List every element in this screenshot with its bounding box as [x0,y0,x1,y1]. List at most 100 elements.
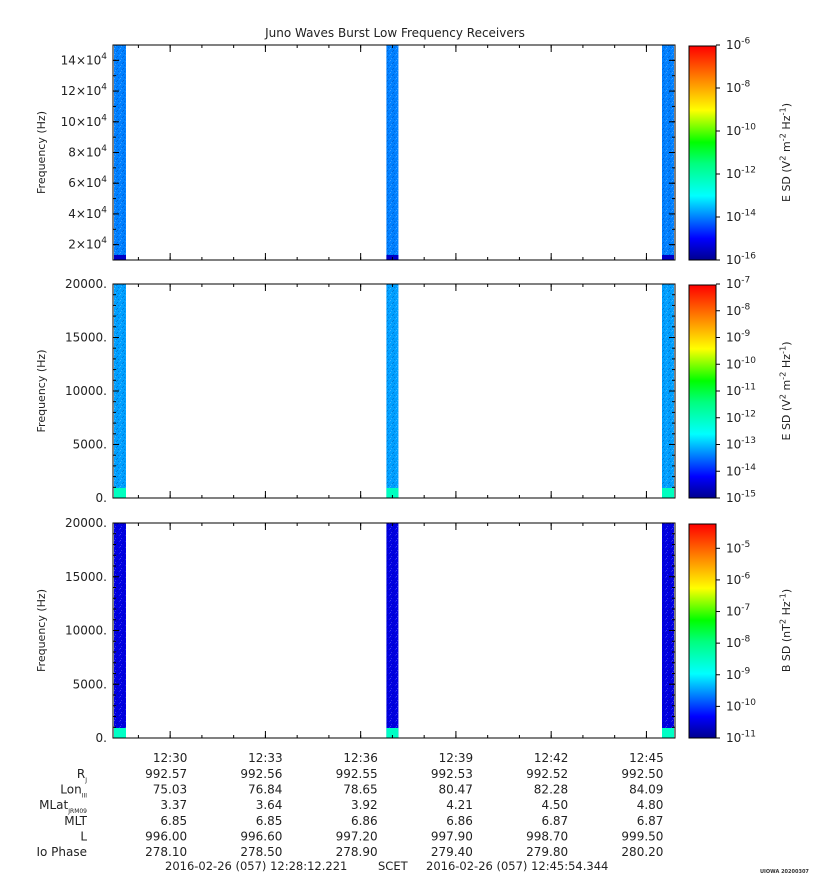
colorbar-tick-label: 10-9 [726,329,751,344]
ephemeris-value: 6.87 [541,814,568,828]
y-tick-label: 10000. [65,624,107,638]
burst-low-band [662,255,674,260]
y-axis-label: Frequency (Hz) [35,111,48,194]
colorbar-label: E SD (V2 m-2 Hz-1) [778,103,793,202]
ephemeris-value: 3.92 [351,798,378,812]
ephemeris-value: 6.86 [446,814,473,828]
ephemeris-value: 997.20 [336,829,378,843]
colorbar-tick-label: 10-7 [726,603,750,618]
ephemeris-value: 4.50 [541,798,568,812]
colorbar-tick-label: 10-13 [726,436,756,451]
colorbar-tick-label: 10-16 [726,252,756,267]
footer-start-time: 2016-02-26 (057) 12:28:12.221 [165,859,347,873]
ephemeris-value: 999.50 [621,829,663,843]
y-tick-label: 20000. [65,516,107,530]
time-axis: 12:30 12:33 12:36 12:39 12:42 12:45 [153,751,664,765]
panel-lf-magnetic: 0. 5000. 10000. 15000. 20000. Frequency (Hz) 1… [35,516,793,745]
ephemeris-value: 992.55 [336,767,378,781]
colorbar [688,284,717,499]
time-tick-label: 12:33 [248,751,283,765]
burst-low-band [662,728,674,738]
panel-hf-electric: 2×104 4×104 6×104 8×104 10×104 12×104 14×104 Fr… [35,37,793,267]
ephemeris-value: 4.80 [637,798,664,812]
ephemeris-value: 3.64 [256,798,283,812]
ephemeris-value: 992.50 [621,767,663,781]
ephemeris-value: 84.09 [629,783,663,797]
burst-texture [386,284,399,498]
footer-end-time: 2016-02-26 (057) 12:45:54.344 [426,859,608,873]
ephemeris-row-label: L [80,829,87,843]
burst-low-band [386,728,399,738]
ephemeris-row-label: Io Phase [36,845,87,859]
burst-texture [386,45,399,260]
colorbar [688,523,717,739]
burst-low-band [114,255,126,260]
colorbar-tick-label: 10-6 [726,37,751,52]
ephemeris-value: 80.47 [439,783,473,797]
colorbar-tick-label: 10-9 [726,666,751,681]
burst-2 [386,523,399,738]
colorbar-tick-label: 10-11 [726,730,756,745]
colorbar-tick-label: 10-10 [726,698,756,713]
y-tick-label: 10000. [65,384,107,398]
colorbar-tick-label: 10-10 [726,123,756,138]
colorbar-label: E SD (V2 m-2 Hz-1) [778,342,793,441]
y-tick-label: 14×104 [61,52,108,67]
ephemeris-value: 996.60 [240,829,282,843]
ephemeris-value: 278.90 [336,845,378,859]
ephemeris-value: 992.57 [145,767,187,781]
burst-low-band [114,488,126,498]
ephemeris-table: RJ 992.57 992.56 992.55 992.53 992.52 992.50 Lo… [36,767,663,859]
colorbar-tick-label: 10-5 [726,540,750,555]
y-tick-label: 15000. [65,331,107,345]
ephemeris-value: 78.65 [343,783,377,797]
ephemeris-value: 278.10 [145,845,187,859]
burst-texture [386,523,399,738]
ephemeris-row-label: MLatJRM09 [39,798,87,815]
burst-3 [662,45,674,260]
y-tick-label: 6×104 [68,175,107,190]
colorbar-tick-label: 10-11 [726,383,756,398]
colorbar-tick-label: 10-8 [726,635,751,650]
ephemeris-value: 997.90 [431,829,473,843]
ephemeris-value: 998.70 [526,829,568,843]
ephemeris-row-label: MLT [64,814,87,828]
ephemeris-value: 6.85 [256,814,283,828]
ephemeris-value: 76.84 [248,783,282,797]
colorbar-tick-label: 10-12 [726,166,756,181]
colorbar-tick-label: 10-8 [726,80,751,95]
time-tick-label: 12:30 [153,751,188,765]
y-tick-label: 2×104 [68,236,107,251]
ephemeris-value: 3.37 [160,798,187,812]
colorbar-tick-label: 10-15 [726,490,756,505]
panel-lf-electric: 0. 5000. 10000. 15000. 20000. Frequency (Hz) 1… [35,276,793,505]
ephemeris-value: 6.87 [637,814,664,828]
y-tick-label: 0. [96,491,107,505]
burst-low-band [662,488,674,498]
colorbar-tick-label: 10-12 [726,409,756,424]
colorbar-tick-label: 10-14 [726,209,756,224]
ephemeris-value: 280.20 [621,845,663,859]
ephemeris-value: 992.56 [240,767,282,781]
ephemeris-row-label: LonIII [60,783,87,800]
y-tick-label: 5000. [73,677,107,691]
colorbar-tick-label: 10-6 [726,572,751,587]
ephemeris-value: 75.03 [153,783,187,797]
y-tick-label: 10×104 [61,113,108,128]
time-tick-label: 12:45 [629,751,664,765]
ephemeris-value: 278.50 [240,845,282,859]
burst-2 [386,284,399,498]
burst-1 [114,45,126,260]
time-tick-label: 12:36 [343,751,378,765]
y-tick-label: 20000. [65,277,107,291]
footer-stamp: UIOWA 20200307 [760,869,809,875]
y-tick-label: 12×104 [61,83,108,98]
colorbar-tick-label: 10-8 [726,302,751,317]
ephemeris-value: 4.21 [446,798,473,812]
y-tick-label: 5000. [73,438,107,452]
y-tick-label: 15000. [65,570,107,584]
ephemeris-row-label: RJ [77,767,87,784]
y-axis-label: Frequency (Hz) [35,350,48,433]
ephemeris-value: 279.40 [431,845,473,859]
